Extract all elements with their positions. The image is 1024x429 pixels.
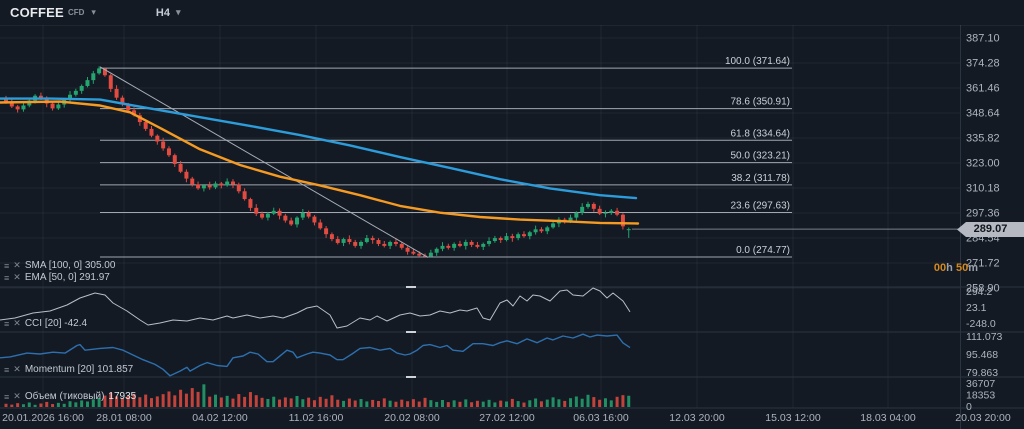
indicator-settings-icon[interactable]: ≡ [4, 318, 10, 329]
indicator-remove-icon[interactable]: ✕ [13, 391, 21, 401]
trendline[interactable] [99, 66, 429, 258]
fib-level-label: 38.2 (311.78) [731, 173, 790, 184]
axis-tick-label: 361.46 [966, 83, 1000, 95]
fib-level-label: 78.6 (350.91) [731, 97, 791, 108]
axis-tick-label: 335.82 [966, 133, 1000, 145]
axis-tick-label: 23.1 [966, 302, 987, 314]
axis-tick-label: 18353 [966, 390, 995, 402]
timer-minutes-value: 50 [955, 262, 969, 274]
symbol-type-badge: CFD [67, 8, 85, 17]
axis-tick-label: 297.36 [966, 208, 1000, 220]
candlestick-series [4, 66, 631, 258]
fib-level-label: 100.0 (371.64) [725, 56, 790, 67]
axis-tick-label: 11.02 16:00 [289, 412, 344, 424]
pane-resize-handle[interactable] [406, 376, 416, 378]
axis-tick-label: 387.10 [966, 33, 1000, 45]
axis-tick-label: 15.03 12:00 [765, 412, 821, 424]
timeframe-selector[interactable]: H4 ▾ [146, 0, 191, 25]
pane-separators [0, 25, 1024, 429]
timer-hours-unit: h [946, 262, 953, 274]
symbol-name: COFFEE [10, 5, 64, 20]
indicator-remove-icon[interactable]: ✕ [13, 272, 21, 282]
indicator-settings-icon[interactable]: ≡ [4, 272, 10, 283]
axis-tick-label: 0 [966, 401, 972, 413]
indicator-remove-icon[interactable]: ✕ [13, 260, 21, 270]
axis-tick-label: 20.03 20:00 [955, 412, 1011, 424]
axis-tick-label: 20.01.2026 16:00 [2, 412, 84, 424]
axis-tick-label: 95.468 [966, 349, 998, 361]
timer-minutes-unit: m [968, 262, 978, 274]
candle-countdown-timer: 00h 50m [918, 262, 978, 274]
cci-indicator-legend: ≡ ✕ CCI [20] -42.4 [4, 318, 87, 329]
axis-tick-label: 36707 [966, 378, 995, 390]
ema-indicator-legend: ≡ ✕ EMA [50, 0] 291.97 [4, 272, 110, 283]
chart-toolbar: COFFEE CFD ▾ H4 ▾ [0, 0, 1024, 26]
symbol-selector[interactable]: COFFEE CFD ▾ [0, 0, 106, 25]
cci-line[interactable] [0, 287, 631, 329]
pane-resize-handle[interactable] [406, 286, 416, 288]
momentum-legend-label: Momentum [20] 101.857 [24, 364, 134, 375]
axis-tick-label: 27.02 12:00 [479, 412, 535, 424]
sma-line[interactable] [0, 97, 638, 200]
pane-resize-handle[interactable] [406, 331, 416, 333]
axis-tick-label: 111.073 [966, 331, 1003, 343]
indicator-settings-icon[interactable]: ≡ [4, 391, 10, 402]
timer-hours-value: 00 [933, 262, 947, 274]
axis-tick-label: 06.03 16:00 [573, 412, 629, 424]
axis-tick-label: 18.03 04:00 [860, 412, 916, 424]
volume-indicator-legend: ≡ ✕ Объем (тиковый) 17935 [4, 391, 136, 402]
ema-legend-label: EMA [50, 0] 291.97 [24, 272, 110, 283]
indicator-settings-icon[interactable]: ≡ [4, 260, 10, 271]
cci-legend-label: CCI [20] -42.4 [24, 318, 88, 329]
volume-bars [4, 384, 631, 407]
timeframe-label: H4 [155, 6, 170, 19]
fib-level-label: 23.6 (297.63) [731, 200, 791, 211]
axis-tick-label: 310.18 [966, 183, 1000, 195]
ema-line[interactable] [0, 100, 640, 225]
volume-legend-label: Объем (тиковый) [24, 391, 105, 402]
axis-tick-label: 348.64 [966, 108, 1000, 120]
axis-tick-label: 323.00 [966, 158, 1000, 170]
axis-tick-label: 20.02 08:00 [384, 412, 440, 424]
axis-tick-label: 28.01 08:00 [96, 412, 152, 424]
fib-level-label: 61.8 (334.64) [731, 128, 791, 139]
indicator-settings-icon[interactable]: ≡ [4, 364, 10, 375]
indicator-remove-icon[interactable]: ✕ [13, 364, 21, 374]
current-price-tag: 289.07 [957, 222, 1024, 237]
fib-level-label: 0.0 (274.77) [736, 245, 790, 256]
momentum-line[interactable] [0, 333, 631, 377]
volume-legend-value: 17935 [108, 391, 137, 402]
sma-indicator-legend: ≡ ✕ SMA [100, 0] 305.00 [4, 260, 115, 271]
sma-legend-label: SMA [100, 0] 305.00 [24, 260, 116, 271]
axis-tick-label: -248.0 [966, 318, 996, 330]
axis-tick-label: 12.03 20:00 [669, 412, 725, 424]
axis-tick-label: 294.2 [966, 286, 992, 298]
axis-tick-label: 374.28 [966, 58, 1000, 70]
chevron-down-icon: ▾ [175, 7, 181, 17]
fib-level-label: 50.0 (323.21) [731, 151, 791, 162]
axis-tick-label: 04.02 12:00 [192, 412, 248, 424]
fibonacci-retracement[interactable]: 100.0 (371.64) 78.6 (350.91) 61.8 (334.64)… [100, 56, 792, 258]
axis-tick-label: 79.863 [966, 367, 998, 379]
momentum-indicator-legend: ≡ ✕ Momentum [20] 101.857 [4, 364, 133, 375]
axis-tick-label: 271.72 [966, 258, 1000, 270]
axis-tick-label: 258.90 [966, 283, 1000, 295]
indicator-remove-icon[interactable]: ✕ [13, 318, 21, 328]
chevron-down-icon: ▾ [91, 7, 96, 17]
